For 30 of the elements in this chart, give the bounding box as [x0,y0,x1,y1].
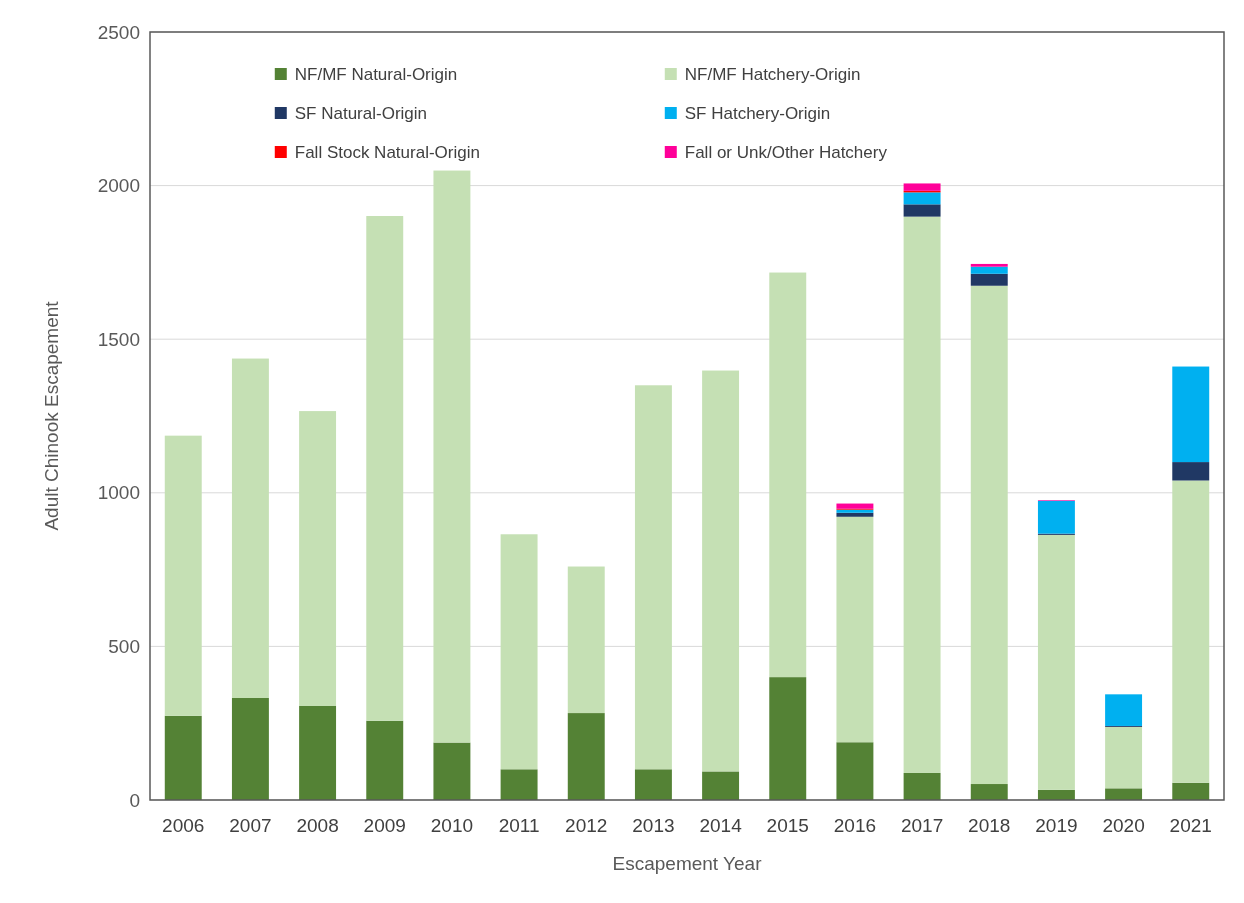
y-tick-label: 1000 [97,482,140,504]
legend-label: SF Natural-Origin [294,103,428,123]
y-axis-title: Adult Chinook Escapement [41,300,62,531]
legend-label: NF/MF Natural-Origin [294,64,458,84]
legend-label: Fall or Unk/Other Hatchery [684,142,888,162]
legend-label: SF Hatchery-Origin [684,103,831,123]
x-tick-label: 2020 [1102,815,1145,836]
x-tick-label: 2017 [900,815,944,836]
y-tick-label: 2500 [97,21,140,43]
y-tick-label: 1500 [97,328,140,350]
x-tick-label: 2009 [363,815,406,836]
x-tick-label: 2021 [1169,815,1212,836]
x-tick-label: 2015 [766,815,809,836]
x-tick-label: 2018 [968,815,1011,836]
y-tick-label: 0 [129,789,140,811]
legend-label: Fall Stock Natural-Origin [294,142,480,162]
x-tick-label: 2006 [162,815,205,836]
x-tick-label: 2014 [699,815,743,836]
legend-label: NF/MF Hatchery-Origin [684,64,861,84]
y-tick-label: 2000 [97,175,140,197]
x-tick-label: 2013 [632,815,675,836]
x-axis-title: Escapement Year [612,853,763,874]
x-tick-label: 2008 [296,815,339,836]
x-tick-label: 2011 [498,815,540,836]
x-tick-label: 2007 [229,815,272,836]
x-tick-label: 2010 [430,815,474,836]
x-tick-label: 2019 [1035,815,1078,836]
y-tick-label: 500 [108,636,140,658]
x-tick-label: 2012 [565,815,608,836]
x-tick-label: 2016 [833,815,877,836]
